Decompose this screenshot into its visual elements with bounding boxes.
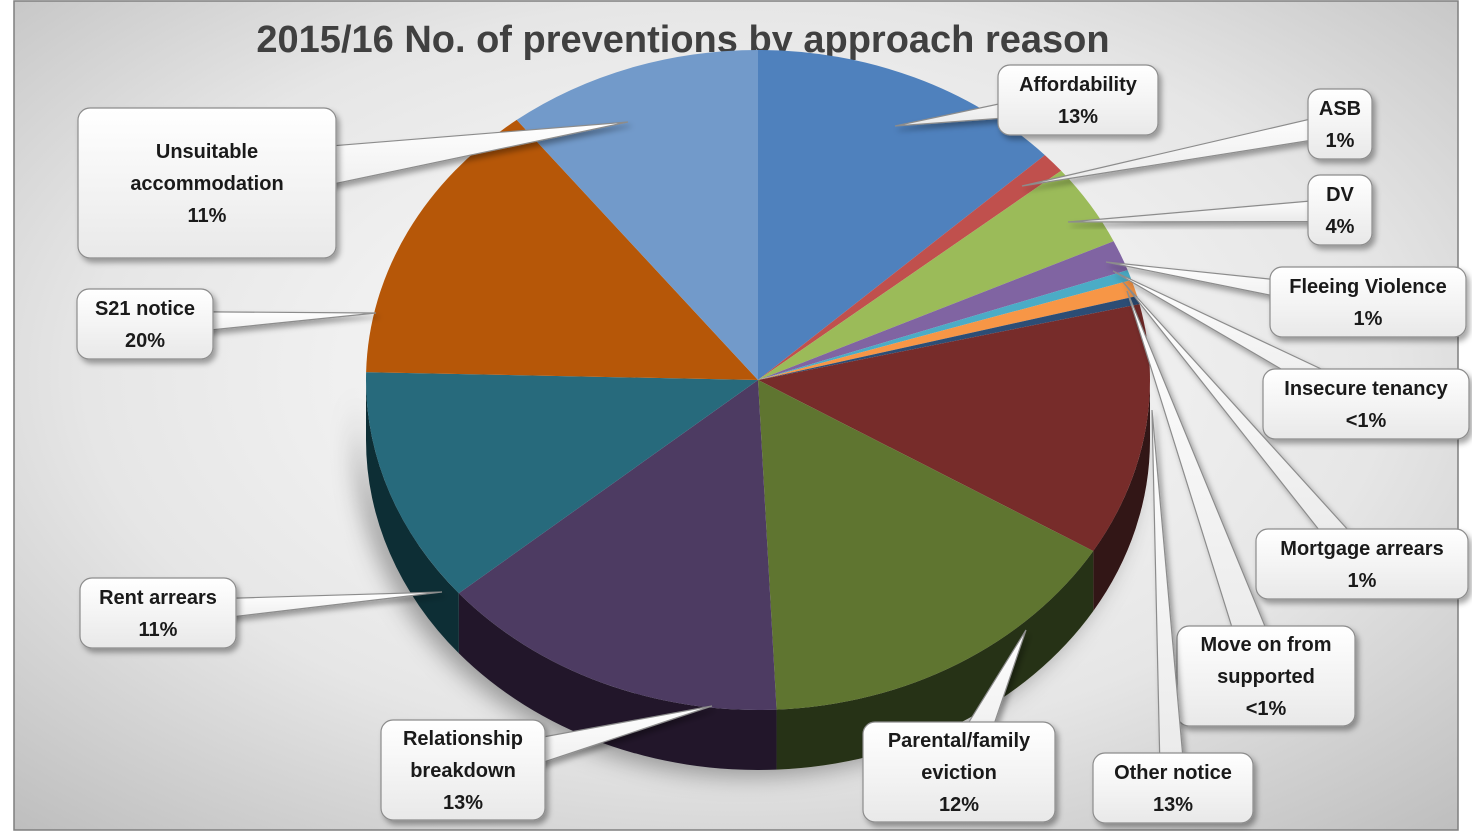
data-label-affordability-line1: Affordability [1019, 74, 1138, 96]
data-label-relationship-breakdown-line2: breakdown [410, 760, 516, 782]
data-label-move-on-from-supported-line3: <1% [1246, 698, 1287, 720]
data-label-mortgage-arrears-line1: Mortgage arrears [1280, 538, 1443, 560]
callout-move-on-from-supported: Move on from supported <1% [1126, 290, 1356, 727]
data-label-other-notice-line2: 13% [1153, 794, 1193, 816]
pie-slice-fleeing-violence [758, 241, 1128, 380]
pie-slice-dv [758, 170, 1114, 380]
pie-side-rent-arrears [366, 380, 459, 654]
pie-body [366, 380, 1150, 770]
callout-mortgage-arrears: Mortgage arrears 1% [1122, 281, 1469, 600]
pie-slice-asb [758, 155, 1062, 380]
data-label-insecure-tenancy-line1: Insecure tenancy [1284, 378, 1448, 400]
data-label-unsuitable-accommodation-line3: 11% [188, 205, 227, 227]
callout-fleeing-violence: Fleeing Violence 1% [1105, 261, 1467, 338]
data-label-rent-arrears-line1: Rent arrears [99, 587, 217, 609]
callout-asb: ASB 1% [1021, 88, 1373, 187]
data-label-s21-notice-line2: 20% [125, 330, 165, 352]
data-label-insecure-tenancy-line2: <1% [1346, 410, 1387, 432]
data-label-asb-line1: ASB [1319, 98, 1361, 120]
callout-relationship-breakdown: Relationship breakdown 13% [380, 705, 713, 821]
callout-dv: DV 4% [1067, 174, 1373, 246]
data-label-rent-arrears-line2: 11% [139, 619, 178, 641]
pie-slice-rent-arrears [366, 372, 758, 594]
data-label-asb-line2: 1% [1326, 130, 1355, 152]
data-label-parental-family-eviction-line2: eviction [921, 762, 997, 784]
callout-rent-arrears: Rent arrears 11% [79, 577, 443, 649]
pie-slice-mortgage-arrears [758, 280, 1138, 380]
data-label-mortgage-arrears-line2: 1% [1348, 570, 1377, 592]
data-label-parental-family-eviction-line3: 12% [939, 794, 979, 816]
data-label-relationship-breakdown-line3: 13% [443, 792, 483, 814]
data-label-relationship-breakdown-line1: Relationship [403, 728, 523, 750]
callout-other-notice: Other notice 13% [1092, 409, 1254, 824]
data-label-parental-family-eviction-line1: Parental/family [888, 730, 1031, 752]
data-label-fleeing-violence-line1: Fleeing Violence [1289, 276, 1446, 298]
data-label-dv-line2: 4% [1326, 216, 1355, 238]
data-label-unsuitable-accommodation-line2: accommodation [130, 173, 283, 195]
pie-side-parental-family-eviction [776, 550, 1094, 770]
data-label-unsuitable-accommodation-line1: Unsuitable [156, 141, 258, 163]
pie-side-other-notice [1093, 380, 1150, 611]
pie-slice-affordability [758, 50, 1045, 380]
data-label-s21-notice-line1: S21 notice [95, 298, 195, 320]
callout-insecure-tenancy: Insecure tenancy <1% [1112, 270, 1470, 440]
pie-layer [366, 49, 1150, 770]
data-label-move-on-from-supported-line1: Move on from [1200, 634, 1331, 656]
callout-affordability: Affordability 13% [894, 64, 1159, 136]
data-label-affordability-line2: 13% [1058, 106, 1098, 128]
pie-slice-insecure-tenancy [758, 270, 1132, 380]
data-label-dv-line1: DV [1326, 184, 1354, 206]
pie-slice-relationship-breakdown [458, 380, 777, 710]
callout-unsuitable-accommodation: Unsuitable accommodation 11% [77, 107, 629, 259]
pie-slice-parental-family-eviction [758, 380, 1094, 710]
callout-layer: Affordability 13% ASB 1% DV 4% Fleeing Violenc… [76, 64, 1470, 824]
pie-slice-move-on-from-supported [758, 296, 1140, 380]
pie-slice-s21-notice [366, 119, 758, 381]
callout-parental-family-eviction: Parental/family eviction 12% [862, 629, 1056, 823]
pie-side-relationship-breakdown [458, 593, 777, 770]
pie-slice-other-notice [758, 304, 1150, 551]
data-label-move-on-from-supported-line2: supported [1217, 666, 1315, 688]
chart-title: 2015/16 No. of preventions by approach r… [256, 19, 1109, 61]
data-label-fleeing-violence-line2: 1% [1354, 308, 1383, 330]
callout-s21-notice: S21 notice 20% [76, 288, 377, 360]
data-label-other-notice-line1: Other notice [1114, 762, 1232, 784]
